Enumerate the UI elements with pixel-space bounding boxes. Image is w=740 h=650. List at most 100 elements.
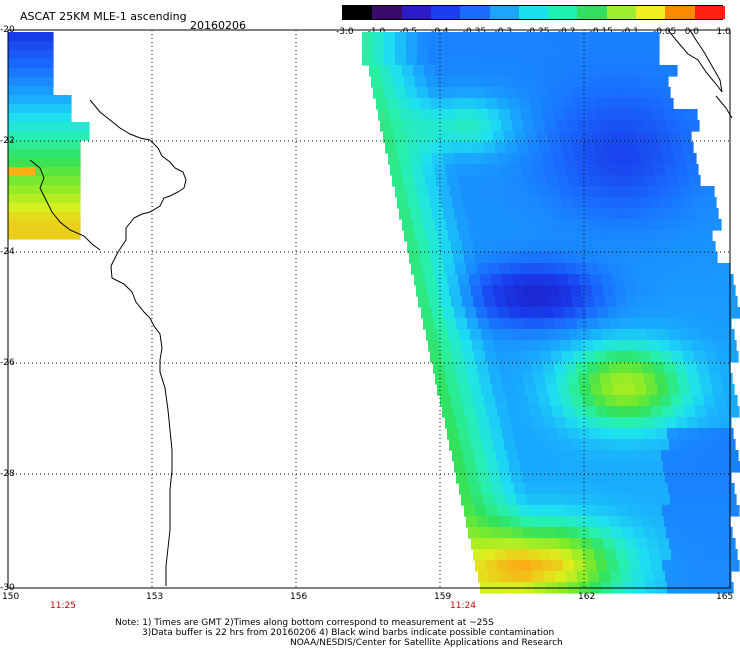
map-frame	[7, 29, 731, 589]
swath-cell	[501, 219, 513, 231]
swath-cell	[585, 406, 597, 418]
swath-cell	[577, 164, 589, 176]
swath-cell	[581, 285, 593, 297]
swath-cell	[509, 153, 521, 165]
swath-cell	[676, 472, 688, 484]
swath-cell	[711, 274, 723, 286]
swath-cell	[44, 50, 54, 60]
swath-cell	[637, 340, 649, 352]
swath-cell	[667, 274, 679, 286]
swath-cell	[503, 76, 515, 88]
swath-cell	[666, 65, 678, 77]
swath-cell	[596, 98, 608, 110]
swath-cell	[415, 76, 427, 88]
swath-cell	[523, 373, 535, 385]
swath-cell	[673, 505, 685, 517]
swath-cell	[705, 197, 717, 209]
swath-cell	[648, 43, 660, 55]
swath-cell	[596, 560, 608, 572]
swath-cell	[713, 439, 725, 451]
swath-cell	[422, 109, 434, 121]
swath-cell	[416, 285, 428, 297]
swath-cell	[499, 362, 511, 374]
swath-cell	[592, 439, 604, 451]
swath-cell	[680, 538, 692, 550]
swath-cell	[567, 219, 579, 231]
swath-cell	[662, 505, 674, 517]
swath-cell	[637, 87, 649, 99]
swath-cell	[497, 560, 509, 572]
swath-cell	[714, 340, 726, 352]
swath-cell	[26, 149, 36, 159]
swath-cell	[468, 373, 480, 385]
swath-cell	[620, 109, 632, 121]
swath-cell	[429, 296, 441, 308]
swath-cell	[35, 95, 45, 105]
swath-cell	[586, 153, 598, 165]
swath-cell	[17, 59, 27, 69]
swath-cell	[422, 263, 434, 275]
swath-cell	[478, 571, 490, 583]
swath-cell	[501, 120, 513, 132]
swath-cell	[556, 65, 568, 77]
swath-cell	[640, 406, 652, 418]
swath-cell	[686, 516, 698, 528]
swath-cell	[53, 149, 63, 159]
swath-cell	[659, 186, 671, 198]
swath-cell	[412, 164, 424, 176]
swath-cell	[391, 65, 403, 77]
swath-cell	[647, 538, 659, 550]
swath-cell	[523, 527, 535, 539]
swath-cell	[580, 483, 592, 495]
swath-cell	[537, 131, 549, 143]
swath-cell	[681, 494, 693, 506]
swath-cell	[489, 472, 501, 484]
swath-cell	[592, 131, 604, 143]
swath-cell	[635, 329, 647, 341]
swath-cell	[396, 142, 408, 154]
swath-cell	[590, 175, 602, 187]
swath-cell	[454, 153, 466, 165]
swath-cell	[720, 571, 732, 583]
swath-cell	[526, 538, 538, 550]
swath-cell	[495, 395, 507, 407]
swath-cell	[723, 329, 735, 341]
swath-cell	[582, 32, 594, 44]
swath-cell	[647, 439, 659, 451]
swath-cell	[458, 428, 470, 440]
swath-cell	[698, 318, 710, 330]
swath-cell	[617, 351, 629, 363]
swath-cell	[632, 164, 644, 176]
swath-cell	[465, 153, 477, 165]
swath-cell	[44, 212, 54, 222]
swath-cell	[593, 340, 605, 352]
swath-cell	[17, 203, 27, 213]
swath-cell	[475, 98, 487, 110]
swath-cell	[527, 32, 539, 44]
swath-cell	[591, 76, 603, 88]
swath-cell	[539, 142, 551, 154]
swath-cell	[17, 32, 27, 42]
swath-cell	[603, 538, 615, 550]
swath-cell	[719, 362, 731, 374]
swath-cell	[17, 230, 27, 240]
swath-cell	[26, 176, 36, 186]
swath-cell	[498, 461, 510, 473]
swath-cell	[491, 175, 503, 187]
swath-cell	[62, 212, 72, 222]
swath-cell	[490, 65, 502, 77]
swath-cell	[494, 32, 506, 44]
swath-cell	[667, 428, 679, 440]
swath-cell	[589, 527, 601, 539]
longitude-label: 162	[578, 592, 596, 602]
swath-cell	[525, 230, 537, 242]
swath-cell	[548, 285, 560, 297]
swath-cell	[673, 560, 685, 572]
swath-cell	[728, 560, 740, 572]
swath-cell	[543, 263, 555, 275]
swath-cell	[512, 120, 524, 132]
swath-cell	[714, 494, 726, 506]
swath-cell	[503, 384, 515, 396]
swath-cell	[629, 252, 641, 264]
swath-cell	[507, 197, 519, 209]
